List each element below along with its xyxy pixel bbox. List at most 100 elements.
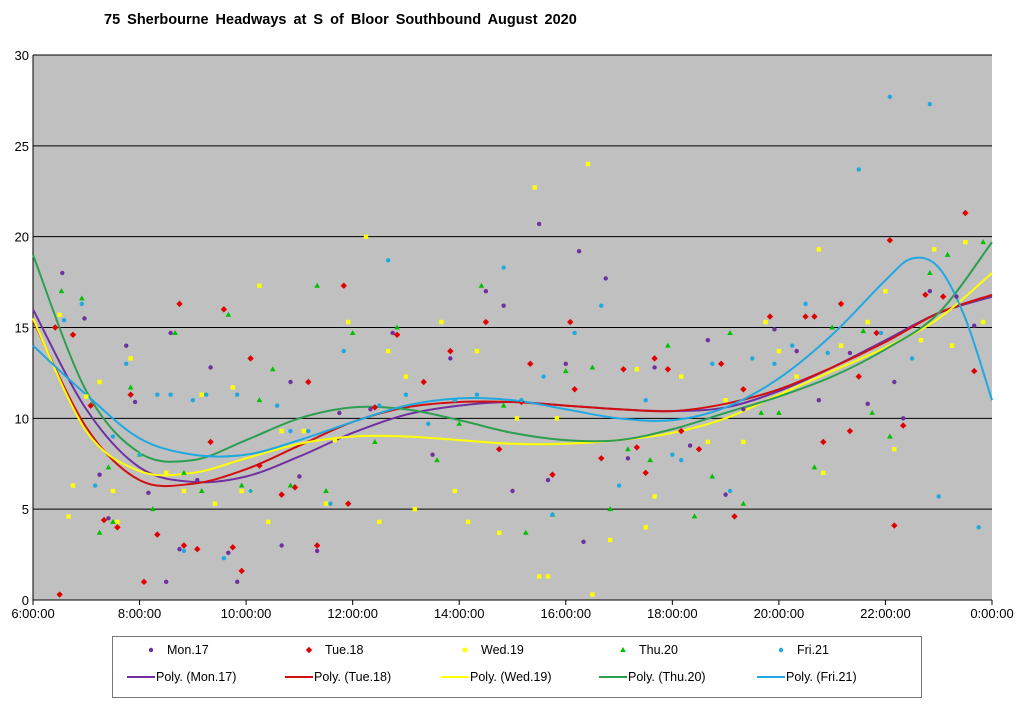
legend-marker-shape	[620, 647, 626, 652]
data-point	[288, 379, 293, 385]
data-point	[257, 283, 262, 288]
data-point	[127, 384, 134, 390]
data-point	[581, 539, 586, 545]
data-point	[238, 482, 245, 488]
x-tick-label: 16:00:00	[540, 606, 591, 621]
data-point	[918, 338, 924, 343]
data-point	[447, 347, 454, 355]
data-point	[323, 501, 329, 506]
data-point	[181, 469, 187, 475]
data-point	[878, 330, 884, 336]
data-point	[61, 318, 67, 323]
data-point	[412, 506, 418, 512]
data-point	[892, 447, 897, 452]
legend-item: Poly. (Mon.17)	[127, 670, 236, 684]
data-point	[811, 313, 818, 320]
data-point	[927, 270, 933, 275]
data-point	[860, 328, 867, 334]
data-point	[177, 546, 182, 552]
data-point	[847, 350, 853, 356]
legend-marker	[305, 646, 313, 654]
data-point	[495, 446, 503, 453]
data-point	[127, 391, 134, 398]
data-point	[501, 265, 506, 270]
data-point	[758, 409, 764, 415]
data-point	[838, 343, 844, 348]
data-point	[607, 506, 613, 512]
data-point	[741, 407, 746, 412]
data-point	[323, 488, 329, 493]
data-point	[549, 471, 556, 478]
data-point	[909, 356, 915, 361]
data-point	[51, 324, 59, 331]
data-point	[60, 270, 65, 276]
data-point	[536, 221, 542, 227]
data-point	[616, 483, 622, 488]
data-point	[105, 464, 112, 470]
legend-item: Poly. (Fri.21)	[757, 670, 857, 684]
data-point	[328, 501, 333, 506]
data-point	[256, 462, 263, 469]
data-point	[691, 513, 698, 519]
data-point	[576, 249, 582, 254]
data-point	[536, 574, 542, 579]
data-point	[198, 488, 205, 493]
data-point	[740, 386, 747, 393]
data-point	[891, 522, 898, 529]
chart-title: 75 Sherbourne Headways at S of Bloor Sou…	[104, 12, 577, 28]
x-tick-label: 14:00:00	[434, 606, 485, 621]
data-point	[679, 374, 684, 379]
data-point	[377, 519, 382, 525]
data-point	[687, 443, 693, 448]
data-point	[195, 477, 200, 483]
data-point	[70, 483, 76, 488]
legend-item: Fri.21	[775, 643, 829, 657]
data-point	[208, 365, 213, 370]
data-point	[625, 446, 631, 452]
data-point	[944, 251, 951, 257]
data-point	[84, 394, 89, 399]
data-point	[887, 94, 893, 99]
data-point	[203, 392, 209, 397]
data-point	[976, 525, 981, 530]
data-point	[456, 420, 463, 426]
data-point	[901, 416, 906, 421]
data-point	[226, 550, 231, 555]
data-point	[190, 397, 196, 403]
data-point	[811, 464, 818, 470]
data-point	[110, 518, 116, 524]
data-point	[816, 397, 822, 403]
legend-label: Poly. (Mon.17)	[156, 670, 237, 684]
data-point	[337, 410, 342, 416]
data-point	[132, 399, 138, 405]
data-point	[100, 516, 108, 524]
data-point	[825, 350, 830, 356]
data-point	[679, 457, 684, 463]
data-point	[230, 385, 235, 390]
legend-marker	[778, 647, 784, 653]
data-point	[873, 329, 880, 337]
legend-line	[599, 676, 627, 678]
data-point	[247, 355, 254, 362]
data-point	[146, 490, 151, 496]
data-point	[603, 276, 608, 281]
data-point	[514, 416, 520, 421]
data-point	[168, 330, 173, 336]
data-point	[248, 488, 253, 494]
data-point	[865, 401, 870, 406]
data-point	[332, 437, 338, 443]
data-point	[155, 392, 160, 397]
data-point	[927, 288, 933, 294]
data-point	[291, 484, 299, 491]
data-point	[567, 318, 574, 326]
y-tick-label: 15	[15, 321, 29, 336]
data-point	[235, 392, 240, 397]
legend-label: Fri.21	[797, 643, 829, 657]
data-point	[922, 291, 929, 298]
data-point	[741, 439, 746, 445]
data-point	[306, 428, 311, 434]
data-point	[949, 343, 955, 348]
legend-line	[757, 676, 785, 678]
data-point	[599, 303, 604, 308]
